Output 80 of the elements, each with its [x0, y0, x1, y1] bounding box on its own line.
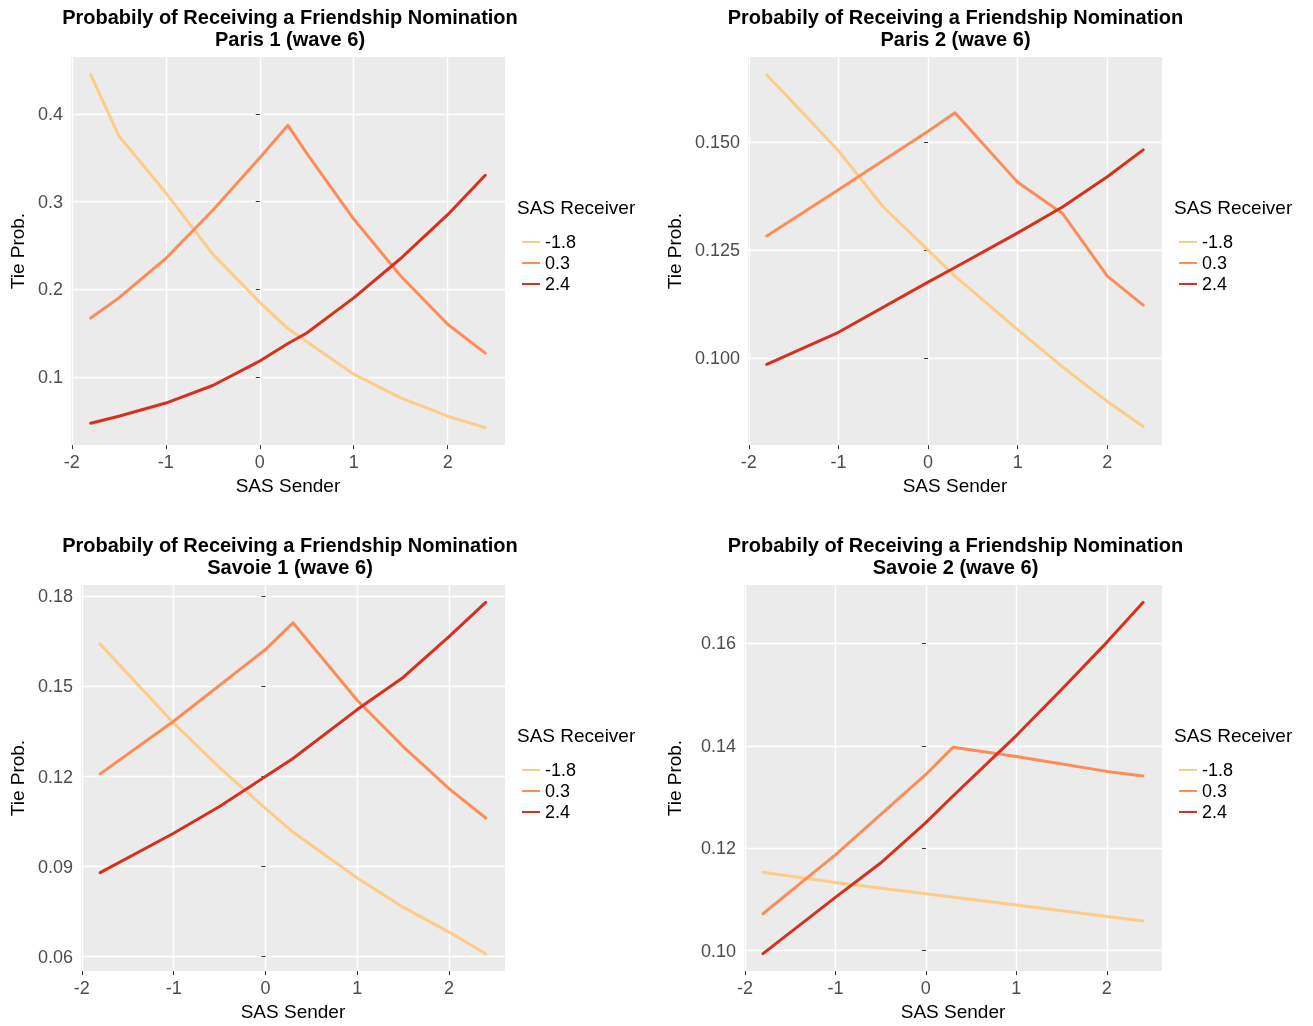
x-axis-title: SAS Sender [902, 475, 1008, 496]
line-series [89, 73, 487, 430]
x-tick-label: -2 [73, 978, 90, 999]
x-tick-label: 2 [442, 452, 453, 473]
line-series [98, 642, 488, 956]
legend-label: 0.3 [545, 781, 571, 801]
y-tick-label: 0.100 [694, 348, 740, 369]
line-series [98, 621, 488, 820]
legend-title: SAS Receiver [1174, 725, 1293, 746]
legend-label: -1.8 [1202, 760, 1234, 780]
legend-title: SAS Receiver [517, 197, 636, 218]
y-tick-label: 0.16 [700, 633, 736, 654]
y-tick-label: 0.12 [37, 766, 73, 787]
x-tick-label: -1 [165, 978, 182, 999]
chart-title: Probabily of Receiving a Friendship Nomination [727, 534, 1184, 556]
x-tick-label: -2 [63, 452, 80, 473]
y-tick-label: 0.09 [37, 856, 73, 877]
y-axis-title: Tie Prob. [664, 212, 685, 290]
y-tick-label: 0.10 [700, 940, 736, 961]
line-series [761, 745, 1145, 916]
legend-label: 2.4 [545, 802, 571, 822]
x-tick-label: -2 [736, 978, 753, 999]
chart-subtitle: Savoie 2 (wave 6) [872, 556, 1039, 578]
y-axis-title: Tie Prob. [7, 212, 28, 290]
x-tick-label: -1 [830, 452, 847, 473]
y-tick-label: 0.1 [37, 366, 63, 387]
y-tick-label: 0.3 [37, 191, 63, 212]
y-tick-label: 0.125 [694, 240, 740, 261]
line-series [761, 870, 1145, 923]
legend-label: -1.8 [545, 760, 577, 780]
y-tick-label: 0.06 [37, 946, 73, 967]
x-axis-title: SAS Sender [240, 1001, 346, 1022]
y-tick-label: 0.150 [694, 132, 740, 153]
x-tick-label: -1 [827, 978, 844, 999]
x-tick-label: 0 [920, 978, 931, 999]
x-axis-title: SAS Sender [235, 475, 341, 496]
chart-title: Probabily of Receiving a Friendship Nomination [727, 6, 1184, 28]
y-tick-label: 0.2 [37, 279, 63, 300]
x-tick-label: 1 [1011, 978, 1022, 999]
x-tick-label: 0 [254, 452, 265, 473]
y-tick-label: 0.14 [700, 735, 736, 756]
legend-label: 2.4 [545, 274, 571, 294]
y-tick-label: 0.15 [37, 676, 73, 697]
legend-label: -1.8 [1202, 232, 1234, 252]
legend-title: SAS Receiver [517, 725, 636, 746]
chart-title: Probabily of Receiving a Friendship Nomination [62, 534, 518, 556]
chart-title: Probabily of Receiving a Friendship Nomination [62, 6, 518, 28]
x-tick-label: 1 [348, 452, 359, 473]
legend-label: -1.8 [545, 232, 577, 252]
line-series [761, 600, 1145, 956]
chart-subtitle: Paris 2 (wave 6) [880, 28, 1031, 50]
line-series [89, 123, 487, 355]
x-tick-label: 2 [1101, 978, 1112, 999]
y-axis-title: Tie Prob. [664, 739, 685, 817]
x-tick-label: -2 [740, 452, 757, 473]
x-tick-label: 0 [260, 978, 271, 999]
legend-label: 0.3 [1202, 253, 1228, 273]
x-tick-label: 1 [352, 978, 363, 999]
y-tick-label: 0.18 [37, 586, 73, 607]
x-axis-title: SAS Sender [900, 1001, 1006, 1022]
x-tick-label: -1 [157, 452, 174, 473]
line-series [765, 111, 1145, 307]
x-tick-label: 1 [1012, 452, 1023, 473]
legend-label: 2.4 [1202, 274, 1228, 294]
line-series [765, 73, 1145, 429]
x-tick-label: 0 [923, 452, 934, 473]
line-series [765, 148, 1145, 366]
legend-title: SAS Receiver [1174, 197, 1293, 218]
y-tick-label: 0.12 [700, 838, 736, 859]
line-series [89, 173, 487, 425]
legend-label: 0.3 [545, 253, 571, 273]
chart-subtitle: Savoie 1 (wave 6) [207, 556, 373, 578]
x-tick-label: 2 [1102, 452, 1113, 473]
x-tick-label: 2 [444, 978, 455, 999]
line-series [98, 600, 488, 875]
chart-subtitle: Paris 1 (wave 6) [214, 28, 366, 50]
y-axis-title: Tie Prob. [7, 739, 28, 817]
legend-label: 0.3 [1202, 781, 1228, 801]
y-tick-label: 0.4 [37, 103, 63, 124]
legend-label: 2.4 [1202, 802, 1228, 822]
